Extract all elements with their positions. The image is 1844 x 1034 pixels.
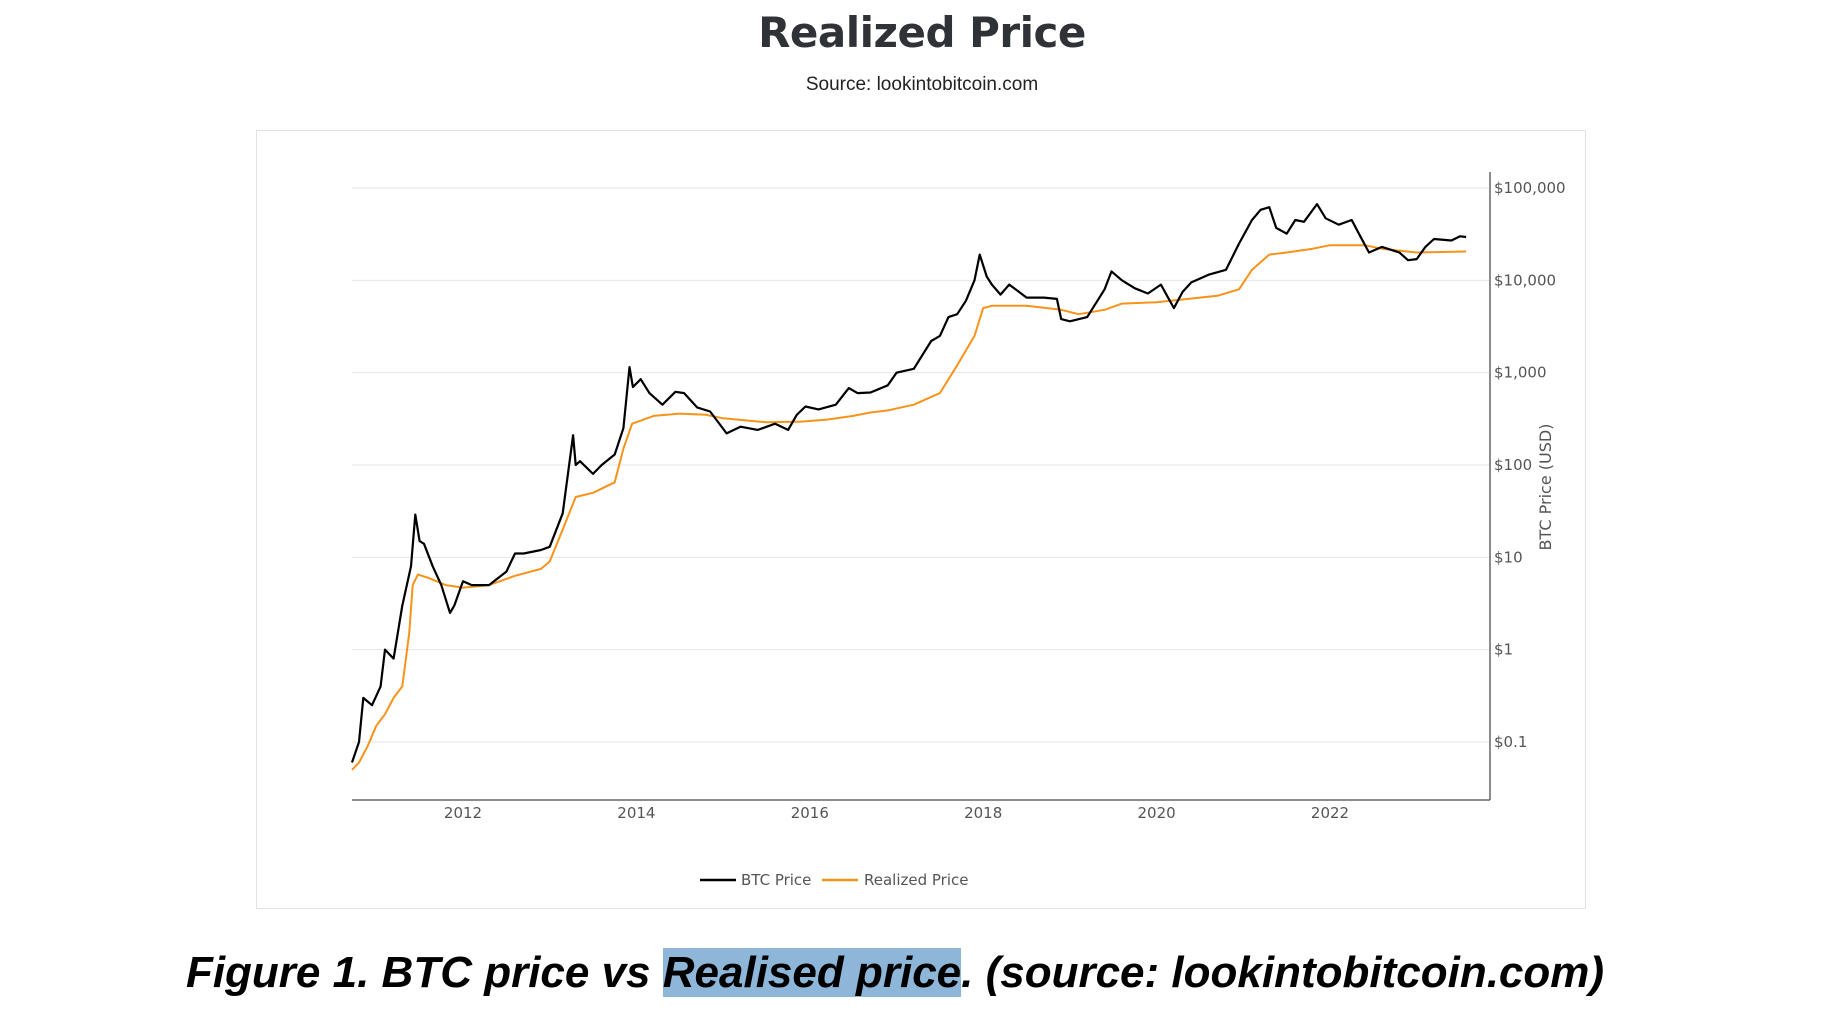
x-tick-labels: 2012 2014 2016 2018 2020 2022 xyxy=(444,804,1349,822)
btc-price-line xyxy=(350,203,1467,763)
legend-label-btc-price[interactable]: BTC Price xyxy=(741,871,811,889)
y-tick-label: $10,000 xyxy=(1494,271,1556,289)
y-tick-label: $0.1 xyxy=(1494,733,1527,751)
y-tick-labels: $100,000 $10,000 $1,000 $100 $10 $1 $0.1 xyxy=(1494,179,1566,751)
x-tick-label: 2022 xyxy=(1311,804,1349,822)
y-tick-label: $10 xyxy=(1494,548,1523,566)
legend-label-realized-price[interactable]: Realized Price xyxy=(864,871,969,889)
chart-frame xyxy=(256,130,1586,909)
x-tick-label: 2012 xyxy=(444,804,482,822)
source-subtitle: Source: lookintobitcoin.com xyxy=(805,74,1039,95)
legend: BTC Price Realized Price xyxy=(700,871,969,889)
caption-text-end: . (source: lookintobitcoin.com) xyxy=(961,948,1605,997)
page-title: Realized Price xyxy=(758,8,1086,57)
y-tick-label: $100,000 xyxy=(1494,179,1566,197)
y-axis-title: BTC Price (USD) xyxy=(1536,424,1555,551)
y-tick-label: $1,000 xyxy=(1494,364,1547,382)
gridlines xyxy=(352,187,1490,743)
caption-text: Figure 1. BTC price vs xyxy=(185,948,663,997)
figure-caption: Figure 1. BTC price vs Realised price. (… xyxy=(0,948,1790,998)
caption-highlight: Realised price xyxy=(662,948,962,997)
y-tick-label: $100 xyxy=(1494,456,1532,474)
realized-price-line xyxy=(351,244,1467,771)
series-lines xyxy=(350,203,1467,771)
y-tick-label: $1 xyxy=(1494,641,1513,659)
x-tick-label: 2016 xyxy=(791,804,829,822)
x-tick-label: 2014 xyxy=(617,804,655,822)
x-tick-label: 2020 xyxy=(1138,804,1176,822)
x-tick-label: 2018 xyxy=(964,804,1002,822)
